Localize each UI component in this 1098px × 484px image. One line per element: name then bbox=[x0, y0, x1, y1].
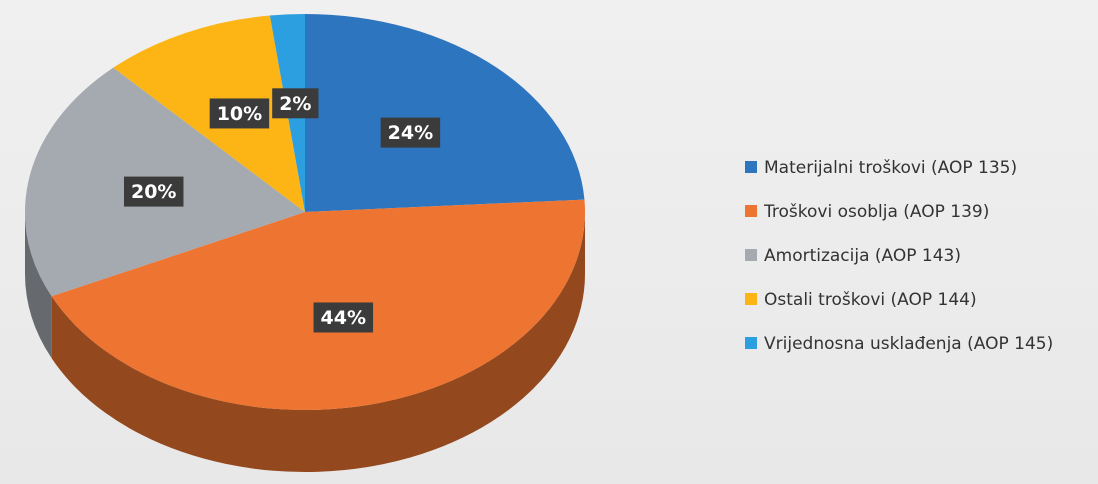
data-label: 24% bbox=[380, 117, 441, 148]
data-label-text: 24% bbox=[388, 122, 433, 144]
slice-side bbox=[25, 212, 52, 359]
legend-label: Troškovi osoblja (AOP 139) bbox=[763, 202, 989, 222]
legend-swatch bbox=[745, 293, 757, 305]
slice-side bbox=[51, 212, 585, 473]
data-label: 10% bbox=[209, 98, 270, 129]
data-label: 2% bbox=[272, 88, 319, 119]
legend-label: Vrijednosna usklađenja (AOP 145) bbox=[764, 334, 1053, 354]
data-label: 44% bbox=[313, 302, 374, 333]
data-label-box bbox=[272, 88, 319, 119]
legend-label: Materijalni troškovi (AOP 135) bbox=[764, 158, 1017, 178]
legend-label: Amortizacija (AOP 143) bbox=[764, 246, 961, 266]
data-label-text: 44% bbox=[321, 307, 366, 329]
legend-label: Ostali troškovi (AOP 144) bbox=[764, 290, 977, 310]
data-label: 20% bbox=[123, 176, 184, 207]
legend-swatch bbox=[745, 205, 757, 217]
slice bbox=[113, 15, 305, 212]
data-label-box bbox=[313, 302, 374, 333]
data-label-text: 10% bbox=[217, 103, 262, 125]
legend-swatch bbox=[745, 161, 757, 173]
data-label-box bbox=[380, 117, 441, 148]
legend-swatch bbox=[745, 337, 757, 349]
slice bbox=[305, 14, 585, 212]
data-label-text: 2% bbox=[279, 93, 311, 115]
data-label-box bbox=[209, 98, 270, 129]
data-label-text: 20% bbox=[131, 181, 176, 203]
legend-swatch bbox=[745, 249, 757, 261]
data-label-box bbox=[123, 176, 184, 207]
